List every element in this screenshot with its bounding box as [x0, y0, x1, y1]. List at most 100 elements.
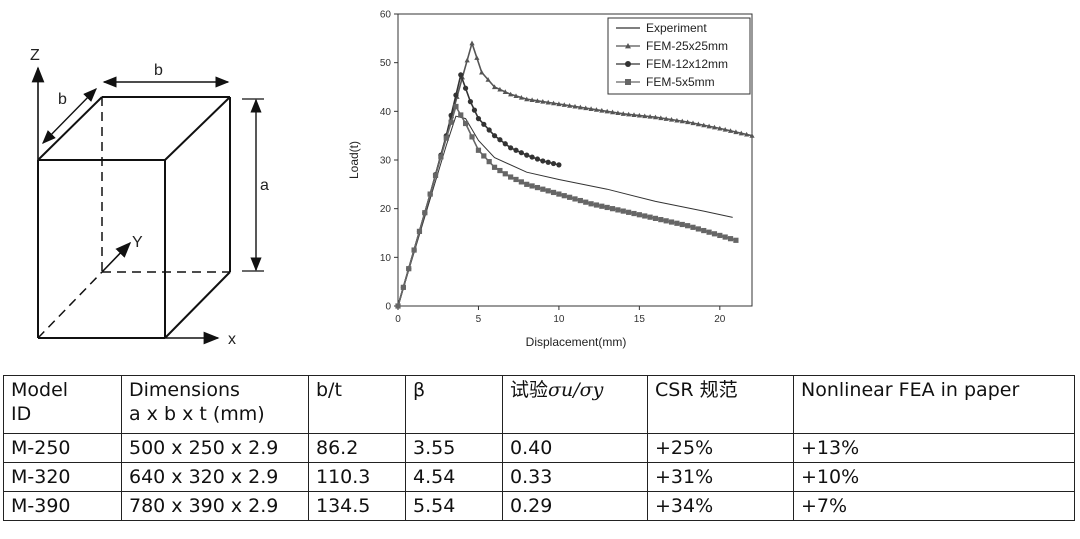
x-tick-label: 0 — [395, 314, 401, 325]
triangle-marker — [572, 103, 578, 109]
series-experiment — [397, 115, 733, 307]
triangle-marker — [518, 94, 524, 100]
triangle-marker — [609, 109, 616, 115]
square-marker — [567, 194, 573, 200]
y-tick-label: 10 — [380, 253, 392, 264]
triangle-marker — [727, 128, 734, 133]
cell-dims: 640 x 320 x 2.9 — [121, 462, 309, 492]
table-row: M-250 500 x 250 x 2.9 86.2 3.55 0.40 +25… — [3, 433, 1075, 463]
header-model-line2: ID — [11, 403, 32, 425]
triangle-marker — [502, 89, 508, 94]
square-marker — [486, 159, 492, 165]
triangle-marker — [663, 116, 669, 121]
triangle-marker — [464, 57, 470, 63]
cell-dims: 780 x 390 x 2.9 — [121, 491, 309, 521]
table-row: M-320 640 x 320 x 2.9 110.3 4.54 0.33 +3… — [3, 462, 1075, 492]
header-fea: Nonlinear FEA in paper — [793, 375, 1075, 434]
cell-bt: 86.2 — [308, 433, 406, 463]
legend-box — [607, 17, 751, 95]
square-marker — [458, 112, 464, 118]
triangle-marker — [690, 120, 696, 126]
square-marker — [524, 181, 530, 187]
triangle-marker — [668, 117, 675, 122]
triangle-marker — [706, 123, 712, 129]
triangle-marker — [556, 101, 562, 107]
square-marker — [406, 266, 412, 272]
triangle-marker — [738, 130, 744, 136]
triangle-marker — [722, 126, 728, 132]
triangle-marker — [685, 119, 691, 125]
square-marker — [690, 224, 696, 230]
header-exp-formula: σu/σy — [548, 379, 604, 401]
square-marker — [626, 209, 632, 215]
cell-csr: +31% — [647, 462, 794, 492]
triangle-marker — [593, 107, 600, 112]
circle-marker — [550, 160, 557, 167]
square-marker — [561, 193, 567, 199]
header-dims-line2: a x b x t (mm) — [129, 403, 265, 425]
square-marker — [422, 210, 428, 216]
square-marker — [685, 223, 691, 229]
box-edges — [37, 96, 231, 339]
y-tick-label: 40 — [380, 107, 392, 118]
square-marker — [448, 119, 454, 125]
triangle-marker — [626, 111, 632, 117]
circle-marker — [524, 152, 530, 158]
results-table: Model ID Dimensions a x b x t (mm) b/t β… — [3, 375, 1075, 521]
square-marker — [642, 213, 648, 219]
circle-marker — [462, 85, 469, 91]
square-marker — [609, 206, 616, 212]
circle-marker — [453, 92, 459, 98]
header-model-line1: Model — [11, 379, 69, 401]
triangle-marker — [491, 84, 498, 90]
square-marker — [508, 174, 514, 180]
circle-marker — [518, 150, 524, 156]
cell-beta: 4.54 — [405, 462, 503, 492]
circle-marker — [458, 72, 464, 78]
square-marker — [481, 153, 487, 159]
label-b-side: b — [58, 91, 67, 108]
square-marker — [416, 228, 423, 234]
square-marker — [695, 226, 701, 232]
square-marker — [636, 212, 642, 218]
cell-csr: +25% — [647, 433, 794, 463]
header-bt: b/t — [308, 375, 406, 434]
circle-marker — [502, 141, 508, 147]
square-marker — [545, 188, 551, 194]
triangle-marker — [749, 133, 755, 138]
circle-marker — [529, 154, 535, 160]
triangle-marker — [674, 117, 680, 123]
square-marker — [711, 231, 718, 237]
cell-ratio: 0.29 — [502, 491, 648, 521]
square-marker — [727, 236, 734, 242]
triangle-marker — [545, 99, 551, 105]
square-marker — [577, 197, 583, 204]
header-dimensions: Dimensions a x b x t (mm) — [121, 375, 309, 434]
square-marker — [518, 179, 524, 185]
square-marker — [572, 196, 578, 202]
square-marker — [658, 217, 664, 223]
box-diagram: Z b b a Y x — [30, 47, 269, 348]
square-marker — [540, 186, 546, 192]
circle-marker — [471, 107, 478, 113]
triangle-marker — [652, 114, 659, 120]
triangle-marker — [540, 99, 546, 104]
x-ticks: 0 5 10 15 20 — [395, 306, 726, 325]
triangle-marker — [479, 69, 485, 75]
triangle-marker — [620, 111, 626, 116]
triangle-marker — [529, 97, 535, 103]
triangle-marker — [588, 106, 594, 111]
triangle-marker — [561, 102, 567, 107]
circle-marker — [556, 162, 562, 168]
triangle-marker — [717, 125, 723, 131]
square-marker — [395, 303, 401, 309]
square-marker — [733, 237, 739, 243]
triangle-marker — [744, 131, 750, 137]
triangle-marker — [695, 121, 701, 127]
triangle-marker — [615, 110, 621, 116]
square-marker — [462, 120, 469, 127]
cell-ratio: 0.33 — [502, 462, 648, 492]
dim-b-side — [42, 88, 97, 144]
y-tick-label: 30 — [380, 156, 392, 167]
x-tick-label: 20 — [714, 314, 726, 325]
